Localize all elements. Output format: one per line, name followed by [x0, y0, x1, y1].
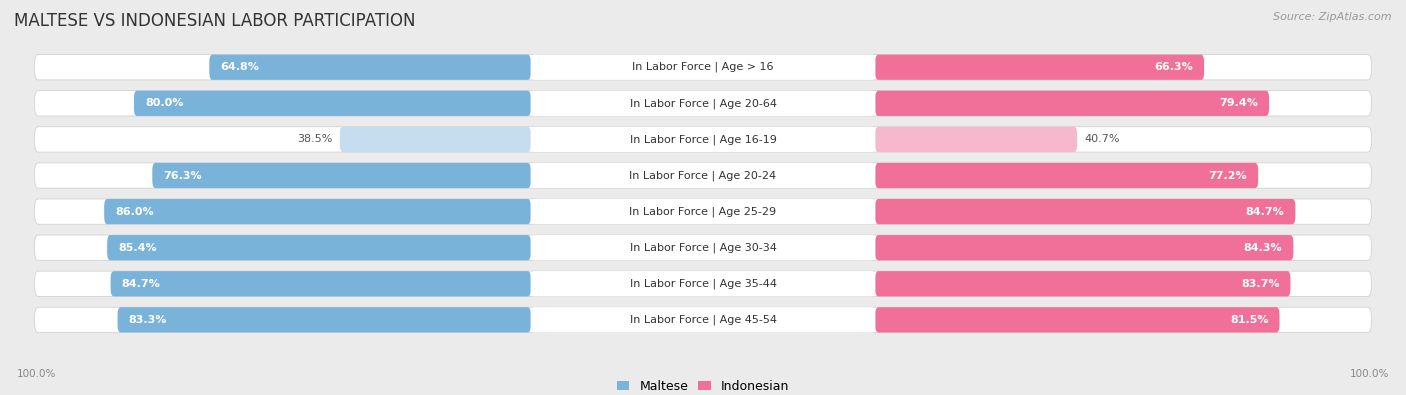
Text: 66.3%: 66.3% [1154, 62, 1194, 72]
FancyBboxPatch shape [111, 271, 531, 296]
Text: 77.2%: 77.2% [1209, 171, 1247, 181]
Text: Source: ZipAtlas.com: Source: ZipAtlas.com [1274, 12, 1392, 22]
Text: In Labor Force | Age 20-64: In Labor Force | Age 20-64 [630, 98, 776, 109]
Text: 85.4%: 85.4% [118, 243, 157, 253]
FancyBboxPatch shape [876, 55, 1204, 80]
FancyBboxPatch shape [876, 91, 1270, 116]
FancyBboxPatch shape [531, 235, 876, 260]
Text: 84.7%: 84.7% [122, 279, 160, 289]
FancyBboxPatch shape [35, 127, 1371, 152]
FancyBboxPatch shape [35, 163, 1371, 188]
FancyBboxPatch shape [531, 271, 876, 296]
Text: 100.0%: 100.0% [1350, 369, 1389, 379]
Text: 80.0%: 80.0% [145, 98, 183, 108]
Text: 40.7%: 40.7% [1084, 134, 1119, 145]
FancyBboxPatch shape [35, 55, 1371, 80]
FancyBboxPatch shape [876, 127, 1077, 152]
Text: In Labor Force | Age 30-34: In Labor Force | Age 30-34 [630, 243, 776, 253]
Text: In Labor Force | Age 16-19: In Labor Force | Age 16-19 [630, 134, 776, 145]
FancyBboxPatch shape [104, 199, 531, 224]
FancyBboxPatch shape [531, 163, 876, 188]
Text: In Labor Force | Age 25-29: In Labor Force | Age 25-29 [630, 206, 776, 217]
Text: In Labor Force | Age 20-24: In Labor Force | Age 20-24 [630, 170, 776, 181]
FancyBboxPatch shape [152, 163, 531, 188]
Text: In Labor Force | Age 45-54: In Labor Force | Age 45-54 [630, 314, 776, 325]
Text: 100.0%: 100.0% [17, 369, 56, 379]
FancyBboxPatch shape [876, 163, 1258, 188]
Text: 84.7%: 84.7% [1246, 207, 1284, 216]
Text: 38.5%: 38.5% [298, 134, 333, 145]
FancyBboxPatch shape [876, 271, 1291, 296]
FancyBboxPatch shape [118, 307, 531, 333]
FancyBboxPatch shape [340, 127, 531, 152]
FancyBboxPatch shape [876, 307, 1279, 333]
FancyBboxPatch shape [876, 199, 1295, 224]
Text: In Labor Force | Age 35-44: In Labor Force | Age 35-44 [630, 278, 776, 289]
Text: 84.3%: 84.3% [1244, 243, 1282, 253]
Text: 86.0%: 86.0% [115, 207, 153, 216]
FancyBboxPatch shape [134, 91, 531, 116]
Text: 83.7%: 83.7% [1241, 279, 1279, 289]
FancyBboxPatch shape [35, 307, 1371, 333]
Text: In Labor Force | Age > 16: In Labor Force | Age > 16 [633, 62, 773, 73]
FancyBboxPatch shape [35, 271, 1371, 296]
FancyBboxPatch shape [876, 235, 1294, 260]
FancyBboxPatch shape [209, 55, 531, 80]
FancyBboxPatch shape [35, 199, 1371, 224]
Text: 83.3%: 83.3% [128, 315, 167, 325]
FancyBboxPatch shape [531, 307, 876, 333]
FancyBboxPatch shape [35, 235, 1371, 260]
Text: 79.4%: 79.4% [1219, 98, 1258, 108]
Legend: Maltese, Indonesian: Maltese, Indonesian [612, 375, 794, 395]
Text: 81.5%: 81.5% [1230, 315, 1268, 325]
Text: MALTESE VS INDONESIAN LABOR PARTICIPATION: MALTESE VS INDONESIAN LABOR PARTICIPATIO… [14, 12, 416, 30]
FancyBboxPatch shape [531, 55, 876, 80]
Text: 76.3%: 76.3% [163, 171, 202, 181]
FancyBboxPatch shape [531, 91, 876, 116]
FancyBboxPatch shape [35, 91, 1371, 116]
Text: 64.8%: 64.8% [221, 62, 259, 72]
FancyBboxPatch shape [531, 199, 876, 224]
FancyBboxPatch shape [107, 235, 531, 260]
FancyBboxPatch shape [531, 127, 876, 152]
